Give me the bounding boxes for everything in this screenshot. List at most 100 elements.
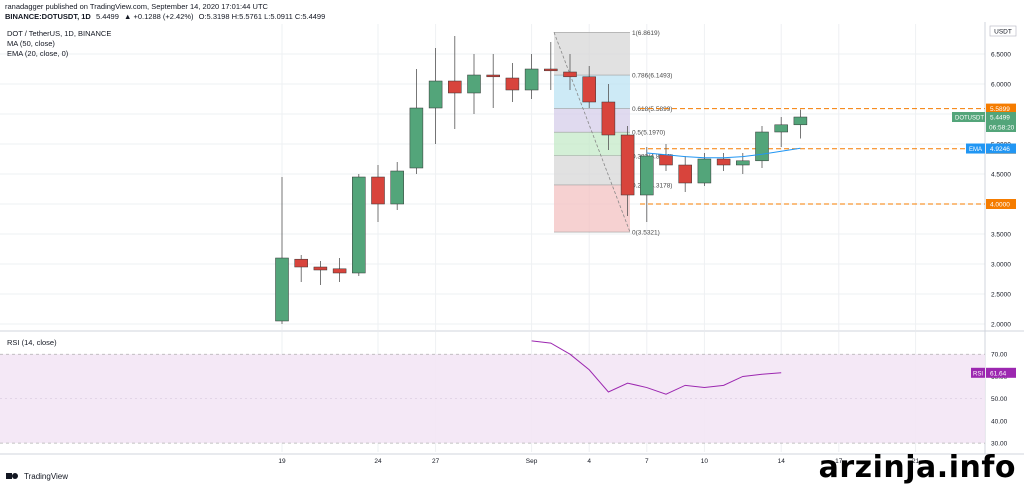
rsi-band — [0, 354, 985, 444]
candle-body — [294, 258, 308, 268]
price-tick-label: 3.5000 — [991, 232, 1011, 239]
candle-body — [486, 74, 500, 78]
rsi-value-tag-text: 61.64 — [990, 370, 1007, 377]
candle-body — [716, 158, 731, 166]
candle-body — [697, 158, 712, 184]
tradingview-logo-text: TradingView — [24, 471, 69, 481]
candle-body — [428, 80, 443, 109]
publish-info: ranadagger published on TradingView.com,… — [5, 2, 268, 11]
time-tick-label: 21 — [912, 458, 920, 465]
tradingview-logo[interactable]: TradingView — [6, 471, 68, 481]
legend-title: DOT / TetherUS, 1D, BINANCE — [7, 29, 112, 38]
level-price-tag-text: 5.5899 — [990, 106, 1010, 113]
candle-body — [467, 74, 481, 94]
rsi-name-tag — [971, 367, 985, 378]
symbol-line: BINANCE:DOTUSDT, 1D 5.4499 ▲ +0.1288 (+2… — [5, 12, 328, 21]
fib-trend-line — [553, 32, 631, 233]
time-tick-label: 19 — [278, 458, 286, 465]
time-tick-label: 4 — [587, 458, 591, 465]
legend-ema: EMA (20, close, 0) — [7, 49, 69, 58]
currency-box[interactable] — [989, 25, 1017, 37]
rsi-line — [531, 340, 782, 395]
price-tick-label: 6.0000 — [991, 82, 1011, 89]
level-price-tag — [986, 199, 1016, 209]
time-tick-label: 17 — [835, 458, 843, 465]
last-price: 5.4499 — [95, 12, 119, 21]
level-price-tag-text: 4.0000 — [990, 202, 1010, 209]
last-price-tag-text: 5.4499 — [990, 115, 1010, 122]
time-tick-label: 7 — [645, 458, 649, 465]
candle-body — [774, 124, 788, 133]
price-tick-label: 2.5000 — [991, 292, 1011, 299]
fib-level-label: 0.5(5.1970) — [632, 130, 665, 137]
candle-body — [659, 154, 673, 166]
fib-level-label: 0(3.5321) — [632, 230, 660, 237]
candle-body — [736, 160, 750, 166]
ema-price-tag — [986, 143, 1016, 154]
fib-level-label: 0.618(5.5899) — [632, 106, 672, 113]
currency-label: USDT — [994, 29, 1012, 36]
candle-body — [448, 80, 462, 94]
level-price-tag — [986, 103, 1016, 114]
legend-rsi: RSI (14, close) — [7, 338, 57, 347]
price-tick-label: 2.0000 — [991, 322, 1011, 329]
symbol-tag — [952, 112, 985, 123]
candle-body — [409, 107, 424, 169]
candle-body — [755, 131, 769, 162]
time-tick-label: 10 — [701, 458, 709, 465]
candle-body — [390, 170, 404, 205]
price-tick-label: 6.5000 — [991, 52, 1011, 59]
candle-body — [582, 76, 596, 103]
price-change: ▲ +0.1288 (+2.42%) — [123, 12, 194, 21]
rsi-tick-label: 40.00 — [991, 418, 1008, 425]
ohlc-values: O:5.3198 H:5.5761 L:5.0911 C:5.4499 — [198, 12, 326, 21]
time-tick-label: 14 — [778, 458, 786, 465]
time-axis[interactable]: 19 24 27 Sep 4 7 10 14 17 21 — [278, 458, 919, 465]
price-axis[interactable]: USDT 2.0000 2.5000 3.0000 3.5000 4.0000 4.5000… — [989, 25, 1017, 329]
candle-body — [313, 266, 328, 271]
candle-body — [640, 155, 654, 196]
rsi-tick-label: 30.00 — [991, 441, 1008, 448]
ema-name-tag-text: EMA — [969, 147, 982, 153]
rsi-name-tag-text: RSI — [973, 371, 983, 377]
fib-level-label: 0.786(6.1493) — [632, 73, 672, 80]
ema-name-tag — [966, 143, 985, 154]
fib-zone — [554, 108, 630, 133]
ema-price-tag-text: 4.9246 — [990, 146, 1010, 153]
candle-body — [678, 164, 692, 184]
chart-header: ranadagger published on TradingView.com,… — [0, 0, 1024, 22]
candlestick-series — [275, 36, 808, 324]
symbol-tag-text: DOTUSDT — [955, 116, 984, 122]
fib-zone — [554, 184, 630, 233]
candle-body — [563, 71, 577, 78]
fib-level-label: 1(6.8619) — [632, 30, 660, 37]
candle-body — [524, 68, 539, 91]
price-tick-label: 3.0000 — [991, 262, 1011, 269]
tradingview-logo-icon — [6, 473, 18, 479]
price-tick-label: 4.5000 — [991, 172, 1011, 179]
candle-body — [332, 268, 347, 274]
horizontal-levels — [640, 108, 985, 205]
candle-body — [352, 176, 366, 274]
candle-body — [544, 68, 558, 72]
candle-body — [601, 101, 616, 136]
rsi-value-tag — [986, 367, 1016, 378]
legend-ma: MA (50, close) — [7, 39, 55, 48]
candle-body — [620, 134, 635, 196]
fib-zone — [554, 32, 630, 76]
candle-body — [371, 176, 385, 205]
symbol-name: BINANCE:DOTUSDT, 1D — [5, 12, 91, 21]
fib-zone — [554, 155, 630, 185]
candle-body — [793, 116, 808, 126]
time-tick-label: 27 — [432, 458, 440, 465]
watermark: arzinja.info — [818, 450, 1016, 485]
price-tags: 5.58994.92104.0000DOTUSDT5.449906:58:20E… — [952, 103, 1016, 209]
ema-line — [646, 147, 801, 159]
candle-body — [275, 257, 289, 322]
rsi-tick-label: 50.00 — [991, 396, 1008, 403]
candle-body — [505, 77, 520, 91]
time-tick-label: Sep — [526, 458, 538, 465]
bar-countdown: 06:58:20 — [989, 125, 1015, 132]
